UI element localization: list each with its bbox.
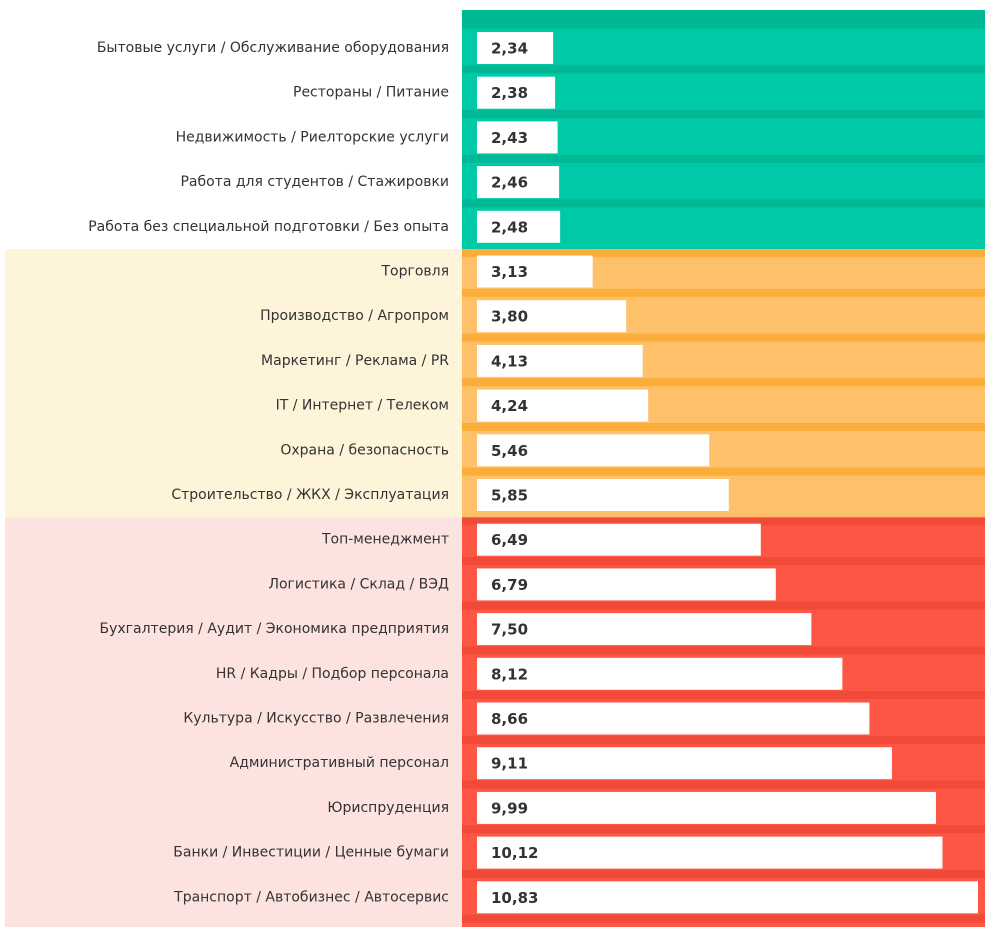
- category-label: Работа для студентов / Стажировки: [180, 174, 449, 190]
- value-label: 5,85: [491, 487, 528, 505]
- stripe: [462, 914, 985, 923]
- bar: [477, 210, 561, 243]
- value-label: 5,46: [491, 442, 528, 460]
- category-label: Недвижимость / Риелторские услуги: [176, 129, 449, 145]
- bar: [477, 434, 710, 467]
- stripe: [462, 646, 985, 655]
- category-label: Строительство / ЖКХ / Эксплуатация: [171, 487, 449, 503]
- value-label: 4,13: [491, 352, 528, 370]
- value-label: 9,99: [491, 799, 528, 817]
- category-label: HR / Кадры / Подбор персонала: [216, 666, 449, 682]
- bar: [477, 881, 978, 914]
- category-label: Административный персонал: [230, 755, 449, 771]
- bar: [477, 613, 812, 646]
- value-label: 10,12: [491, 844, 538, 862]
- bar: [477, 344, 643, 377]
- stripe: [462, 825, 985, 834]
- stripe: [462, 249, 985, 258]
- bar: [477, 657, 843, 690]
- category-label: IT / Интернет / Телеком: [276, 398, 449, 414]
- bar: [477, 568, 776, 601]
- bar: [477, 255, 593, 288]
- category-label: Маркетинг / Реклама / PR: [261, 353, 449, 369]
- bar: [477, 791, 936, 824]
- category-label: Производство / Агропром: [260, 308, 449, 324]
- value-label: 10,83: [491, 889, 538, 907]
- stripe: [462, 780, 985, 789]
- value-label: 9,11: [491, 755, 528, 773]
- category-label: Культура / Искусство / Развлечения: [183, 711, 449, 727]
- stripe: [462, 735, 985, 744]
- stripe: [462, 154, 985, 163]
- stripe: [462, 467, 985, 476]
- bar: [477, 166, 560, 199]
- label-background: [5, 517, 462, 927]
- bar: [477, 300, 627, 333]
- stripe: [462, 110, 985, 119]
- stripe: [462, 333, 985, 342]
- stripe: [462, 199, 985, 208]
- stripe: [462, 65, 985, 74]
- stripe: [462, 288, 985, 297]
- stripe: [462, 557, 985, 566]
- category-label: Топ-менеджмент: [321, 532, 449, 548]
- bar: [477, 76, 556, 109]
- label-background: [5, 249, 462, 518]
- bar: [477, 32, 554, 64]
- bar: [477, 389, 649, 422]
- value-label: 3,13: [491, 263, 528, 281]
- value-label: 7,50: [491, 621, 528, 639]
- value-label: 3,80: [491, 308, 528, 326]
- stripe: [462, 378, 985, 387]
- value-label: 6,79: [491, 576, 528, 594]
- bar: [477, 121, 558, 154]
- value-label: 2,48: [491, 218, 528, 236]
- stripe: [462, 869, 985, 878]
- value-label: 2,38: [491, 84, 528, 102]
- category-label: Логистика / Склад / ВЭД: [268, 576, 449, 592]
- stripe: [462, 601, 985, 610]
- value-label: 4,24: [491, 397, 528, 415]
- stripe: [462, 10, 985, 28]
- bar: [477, 836, 943, 869]
- bar: [477, 523, 761, 556]
- category-label: Бытовые услуги / Обслуживание оборудован…: [97, 40, 449, 56]
- stripe: [462, 517, 985, 526]
- category-label: Рестораны / Питание: [293, 85, 449, 101]
- value-label: 8,12: [491, 665, 528, 683]
- value-label: 8,66: [491, 710, 528, 728]
- category-label: Охрана / безопасность: [280, 442, 449, 458]
- bar: [477, 479, 729, 511]
- value-label: 2,46: [491, 174, 528, 192]
- category-label: Торговля: [380, 264, 449, 280]
- label-background: [5, 10, 462, 250]
- value-label: 6,49: [491, 531, 528, 549]
- value-label: 2,43: [491, 129, 528, 147]
- category-label: Бухгалтерия / Аудит / Экономика предприя…: [100, 621, 450, 637]
- stripe: [462, 691, 985, 700]
- category-label: Юриспруденция: [327, 800, 449, 816]
- stripe: [462, 422, 985, 431]
- category-label: Транспорт / Автобизнес / Автосервис: [173, 889, 449, 905]
- category-label: Банки / Инвестиции / Ценные бумаги: [173, 845, 449, 861]
- category-label: Работа без специальной подготовки / Без …: [88, 219, 449, 235]
- bar: [477, 702, 870, 735]
- bar: [477, 747, 892, 780]
- value-label: 2,34: [491, 40, 528, 58]
